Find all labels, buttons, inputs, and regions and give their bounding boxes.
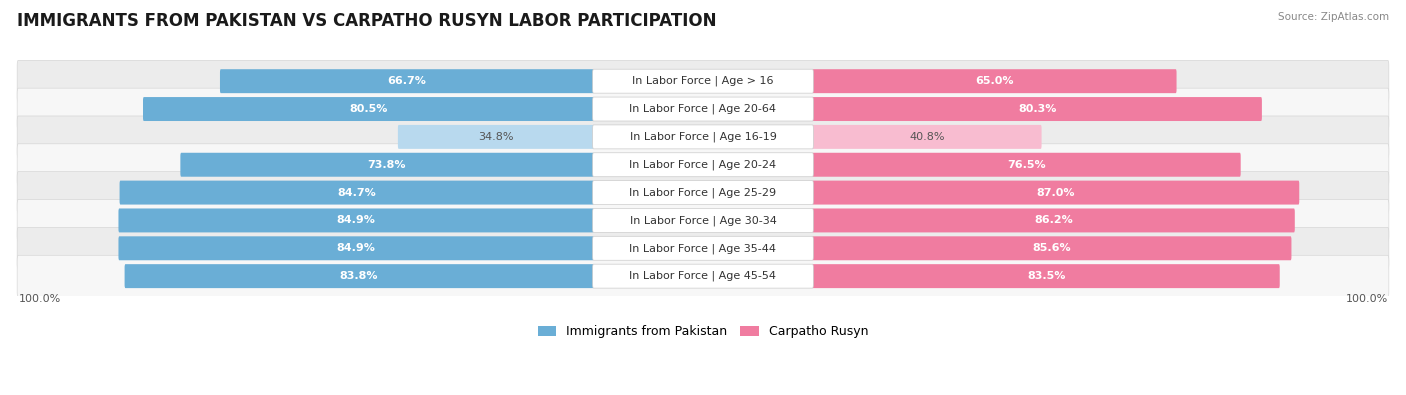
FancyBboxPatch shape <box>17 228 1389 269</box>
FancyBboxPatch shape <box>17 144 1389 186</box>
FancyBboxPatch shape <box>593 153 813 177</box>
FancyBboxPatch shape <box>593 236 813 260</box>
Text: 83.5%: 83.5% <box>1026 271 1066 281</box>
FancyBboxPatch shape <box>813 209 1295 232</box>
Text: 65.0%: 65.0% <box>976 76 1014 86</box>
FancyBboxPatch shape <box>118 236 593 260</box>
FancyBboxPatch shape <box>593 69 813 93</box>
Text: 80.3%: 80.3% <box>1018 104 1056 114</box>
FancyBboxPatch shape <box>813 153 1240 177</box>
FancyBboxPatch shape <box>813 236 1292 260</box>
Text: 84.9%: 84.9% <box>336 243 375 253</box>
FancyBboxPatch shape <box>143 97 593 121</box>
FancyBboxPatch shape <box>17 255 1389 297</box>
Text: 66.7%: 66.7% <box>387 76 426 86</box>
Text: In Labor Force | Age 25-29: In Labor Force | Age 25-29 <box>630 187 776 198</box>
FancyBboxPatch shape <box>593 264 813 288</box>
FancyBboxPatch shape <box>813 181 1299 205</box>
FancyBboxPatch shape <box>17 199 1389 241</box>
Text: 84.7%: 84.7% <box>337 188 375 198</box>
FancyBboxPatch shape <box>17 88 1389 130</box>
Text: 84.9%: 84.9% <box>336 215 375 226</box>
Text: In Labor Force | Age > 16: In Labor Force | Age > 16 <box>633 76 773 87</box>
FancyBboxPatch shape <box>125 264 593 288</box>
Text: 100.0%: 100.0% <box>18 294 60 304</box>
FancyBboxPatch shape <box>593 209 813 232</box>
FancyBboxPatch shape <box>593 97 813 121</box>
FancyBboxPatch shape <box>593 181 813 205</box>
FancyBboxPatch shape <box>813 69 1177 93</box>
Text: In Labor Force | Age 35-44: In Labor Force | Age 35-44 <box>630 243 776 254</box>
Text: IMMIGRANTS FROM PAKISTAN VS CARPATHO RUSYN LABOR PARTICIPATION: IMMIGRANTS FROM PAKISTAN VS CARPATHO RUS… <box>17 12 717 30</box>
Text: 73.8%: 73.8% <box>368 160 406 170</box>
FancyBboxPatch shape <box>17 116 1389 158</box>
Text: 85.6%: 85.6% <box>1032 243 1071 253</box>
Text: In Labor Force | Age 30-34: In Labor Force | Age 30-34 <box>630 215 776 226</box>
FancyBboxPatch shape <box>813 97 1263 121</box>
Text: In Labor Force | Age 16-19: In Labor Force | Age 16-19 <box>630 132 776 142</box>
Text: In Labor Force | Age 20-64: In Labor Force | Age 20-64 <box>630 104 776 114</box>
FancyBboxPatch shape <box>219 69 593 93</box>
Legend: Immigrants from Pakistan, Carpatho Rusyn: Immigrants from Pakistan, Carpatho Rusyn <box>533 320 873 343</box>
Text: 86.2%: 86.2% <box>1035 215 1073 226</box>
FancyBboxPatch shape <box>118 209 593 232</box>
FancyBboxPatch shape <box>813 264 1279 288</box>
Text: 34.8%: 34.8% <box>478 132 513 142</box>
Text: In Labor Force | Age 20-24: In Labor Force | Age 20-24 <box>630 160 776 170</box>
Text: Source: ZipAtlas.com: Source: ZipAtlas.com <box>1278 12 1389 22</box>
Text: 80.5%: 80.5% <box>349 104 388 114</box>
FancyBboxPatch shape <box>593 125 813 149</box>
Text: 76.5%: 76.5% <box>1007 160 1046 170</box>
Text: In Labor Force | Age 45-54: In Labor Force | Age 45-54 <box>630 271 776 281</box>
FancyBboxPatch shape <box>398 125 593 149</box>
Text: 87.0%: 87.0% <box>1036 188 1076 198</box>
Text: 100.0%: 100.0% <box>1346 294 1388 304</box>
FancyBboxPatch shape <box>17 60 1389 102</box>
Text: 83.8%: 83.8% <box>340 271 378 281</box>
Text: 40.8%: 40.8% <box>910 132 945 142</box>
FancyBboxPatch shape <box>120 181 593 205</box>
FancyBboxPatch shape <box>17 172 1389 213</box>
FancyBboxPatch shape <box>813 125 1042 149</box>
FancyBboxPatch shape <box>180 153 593 177</box>
